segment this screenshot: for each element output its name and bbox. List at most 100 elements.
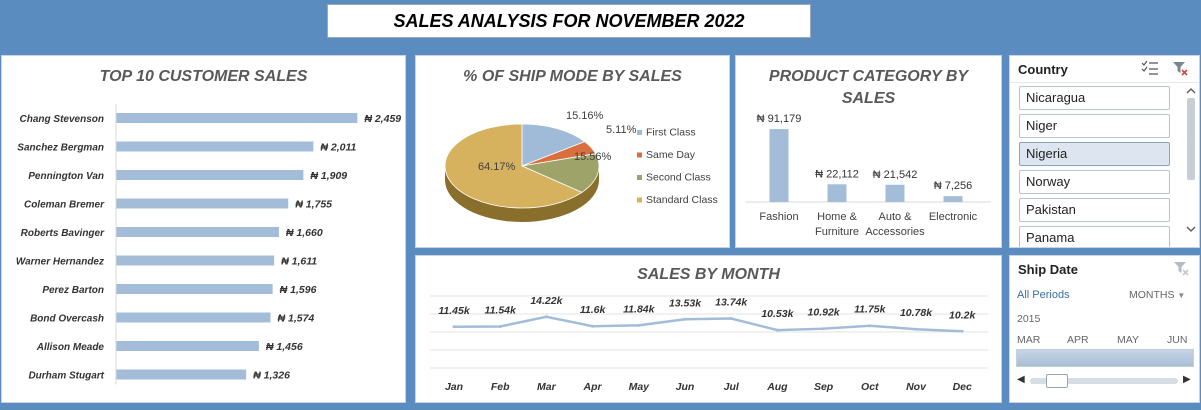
category-bar [885, 184, 905, 202]
timeline-bar[interactable] [1016, 349, 1194, 367]
dashboard-title: SALES ANALYSIS FOR NOVEMBER 2022 [327, 4, 811, 38]
product-category-chart: ₦ 91,179 Fashion ₦ 22,112 Home & Furniture ₦ … [746, 113, 991, 238]
country-item-panama[interactable]: Panama [1019, 226, 1170, 247]
customer-bar [116, 113, 358, 123]
legend-swatch [637, 152, 642, 158]
customer-label: Warner Hernandez [16, 257, 104, 268]
month-point [822, 327, 826, 331]
customer-label: Allison Meade [36, 342, 105, 353]
month-value-label: 11.54k [485, 304, 517, 316]
legend-label: Second Class [646, 172, 711, 184]
month-value-label: 14.22k [530, 295, 563, 307]
month-point [683, 317, 687, 321]
scroll-up-icon[interactable] [1184, 86, 1198, 96]
time-level-dropdown[interactable]: MONTHS ▼ [1129, 289, 1185, 301]
pie-value-label: 5.11% [606, 124, 637, 136]
month-tick-label: Feb [491, 381, 510, 393]
month-tick-label: Jul [724, 381, 740, 393]
timeline-month-may[interactable]: MAY [1117, 334, 1139, 346]
month-value-label: 10.78k [900, 307, 933, 319]
ship-date-slicer: Ship Date All Periods MONTHS ▼ 2015 MAR A… [1009, 255, 1200, 403]
timeline-month-jun[interactable]: JUN [1167, 334, 1188, 346]
month-value-label: 13.74k [715, 297, 748, 309]
scroll-thumb[interactable] [1187, 98, 1195, 180]
timeline-month-mar[interactable]: MAR [1017, 334, 1041, 346]
pie-slice [521, 123, 586, 167]
chevron-down-icon: ▼ [1177, 291, 1186, 300]
pie-value-label: 15.16% [566, 110, 604, 122]
ship-mode-panel: % OF SHIP MODE BY SALES 15.16% 5.11% 15.56… [415, 55, 730, 248]
category-bar [769, 129, 789, 202]
product-category-title-1: PRODUCT CATEGORY BY [768, 68, 969, 85]
product-category-panel: PRODUCT CATEGORY BY SALES ₦ 91,179 Fashio… [735, 55, 1002, 248]
customer-bar [116, 284, 273, 294]
month-tick-label: May [629, 381, 651, 393]
category-tick-label: Fashion [759, 211, 798, 223]
customer-value-label: ₦ 1,456 [266, 341, 303, 353]
multi-select-icon[interactable] [1141, 60, 1159, 76]
customer-value-label: ₦ 1,909 [310, 170, 347, 182]
clear-filter-icon[interactable] [1173, 260, 1189, 276]
year-label: 2015 [1017, 313, 1041, 325]
month-value-label: 11.6k [580, 304, 607, 316]
scroll-right-icon[interactable]: ▶ [1183, 374, 1191, 385]
customer-label: Coleman Bremer [24, 200, 105, 211]
clear-filter-icon[interactable] [1172, 60, 1188, 76]
month-point [498, 324, 502, 328]
top-customers-title: TOP 10 CUSTOMER SALES [99, 68, 308, 85]
sales-by-month-title: SALES BY MONTH [637, 266, 780, 283]
country-slicer: Country Nicaragua Niger Nigeria Norway P… [1009, 55, 1200, 248]
customer-label: Bond Overcash [30, 314, 104, 325]
category-value-label: ₦ 7,256 [934, 180, 973, 192]
month-tick-label: Oct [861, 381, 879, 393]
sales-by-month-panel: SALES BY MONTH 11.45k Jan 11.54k Feb 14.22k M… [415, 255, 1002, 403]
customer-bar [116, 170, 304, 180]
month-point [729, 317, 733, 321]
time-level-label: MONTHS [1129, 289, 1175, 301]
customer-label: Durham Stugart [28, 371, 104, 382]
pie-slice [444, 123, 583, 209]
scroll-down-icon[interactable] [1184, 224, 1198, 234]
country-scrollbar[interactable] [1184, 84, 1198, 246]
customer-value-label: ₦ 1,660 [286, 227, 323, 239]
customer-value-label: ₦ 1,326 [253, 370, 290, 382]
legend-swatch [637, 197, 642, 203]
customer-value-label: ₦ 1,574 [277, 313, 314, 325]
timeline-month-apr[interactable]: APR [1067, 334, 1089, 346]
product-category-title-2: SALES [841, 90, 896, 107]
customer-label: Roberts Bavinger [21, 228, 105, 239]
all-periods-link[interactable]: All Periods [1017, 289, 1070, 301]
month-tick-label: Mar [537, 381, 557, 393]
category-bar [943, 196, 963, 202]
customer-value-label: ₦ 2,011 [320, 142, 356, 154]
month-value-label: 10.2k [949, 309, 976, 321]
month-tick-label: Apr [583, 381, 603, 393]
country-slicer-title: Country [1018, 62, 1068, 77]
timeline-thumb[interactable] [1046, 374, 1068, 388]
category-tick-label: Auto & [878, 211, 912, 223]
country-item-niger[interactable]: Niger [1019, 114, 1170, 138]
month-tick-label: Dec [953, 381, 972, 393]
country-item-norway[interactable]: Norway [1019, 170, 1170, 194]
month-point [452, 325, 456, 329]
customer-value-label: ₦ 1,611 [281, 256, 317, 268]
legend-swatch [637, 130, 642, 135]
pie-side [445, 166, 599, 222]
month-value-label: 10.92k [808, 307, 841, 319]
timeline-months: MAR APR MAY JUN [1010, 334, 1199, 348]
scroll-left-icon[interactable]: ◀ [1017, 374, 1025, 385]
timeline-track [1030, 378, 1178, 384]
customer-bar [116, 255, 275, 266]
country-item-nicaragua[interactable]: Nicaragua [1019, 86, 1170, 110]
country-item-nigeria[interactable]: Nigeria [1019, 142, 1170, 166]
pie-slice [520, 153, 600, 193]
customer-value-label: ₦ 1,596 [280, 284, 317, 296]
timeline-scrollbar[interactable]: ◀ ▶ [1016, 374, 1194, 388]
top-customers-panel: TOP 10 CUSTOMER SALES Chang Stevenson ₦ 2… [1, 55, 406, 403]
month-tick-label: Sep [814, 381, 834, 393]
month-value-label: 10.53k [761, 308, 794, 320]
category-tick-label: Accessories [865, 226, 925, 238]
country-item-pakistan[interactable]: Pakistan [1019, 198, 1170, 222]
ship-mode-chart: 15.16%5.11% 15.56% 64.17% First Class Same D… [444, 110, 718, 222]
customer-value-label: ₦ 2,459 [364, 113, 401, 125]
